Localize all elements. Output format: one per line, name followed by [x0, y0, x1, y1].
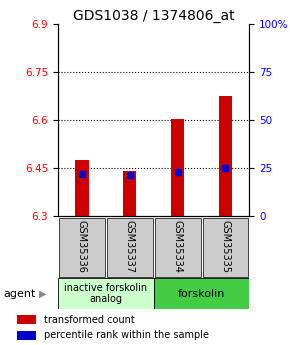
Bar [58, 278, 154, 309]
Bar [75, 160, 89, 216]
Bar [123, 171, 137, 216]
Text: ▶: ▶ [39, 289, 47, 298]
Text: GSM35337: GSM35337 [125, 220, 135, 273]
Text: agent: agent [3, 289, 35, 298]
Bar [155, 218, 201, 277]
Text: forskolin: forskolin [178, 289, 225, 298]
Text: GSM35336: GSM35336 [77, 220, 87, 273]
Title: GDS1038 / 1374806_at: GDS1038 / 1374806_at [73, 9, 235, 23]
Bar [17, 331, 36, 340]
Bar [154, 278, 249, 309]
Text: GSM35334: GSM35334 [173, 220, 183, 273]
Bar [107, 218, 153, 277]
Bar [171, 119, 184, 216]
Bar [17, 315, 36, 324]
Text: transformed count: transformed count [44, 315, 134, 325]
Bar [219, 96, 232, 216]
Text: percentile rank within the sample: percentile rank within the sample [44, 331, 209, 341]
Text: GSM35335: GSM35335 [220, 220, 231, 273]
Bar [202, 218, 249, 277]
Bar [59, 218, 105, 277]
Text: inactive forskolin
analog: inactive forskolin analog [64, 283, 147, 304]
